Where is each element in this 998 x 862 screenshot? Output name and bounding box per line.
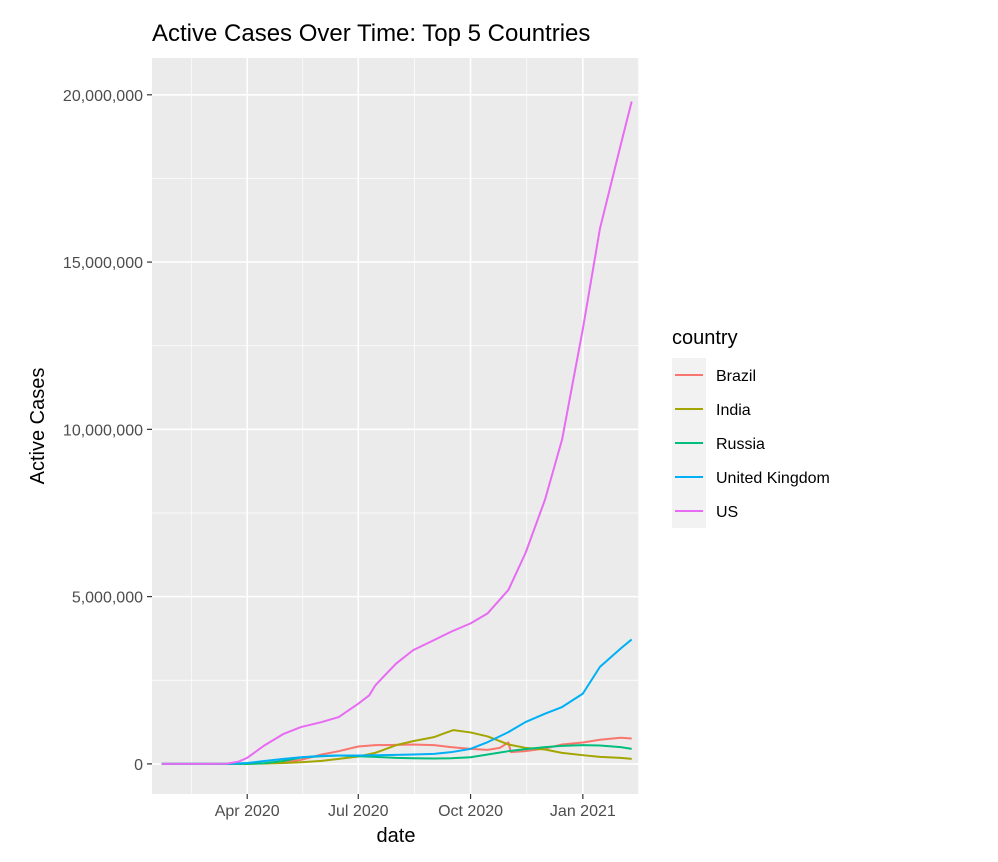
legend: country Brazil India Russia United Kingdom U… [672, 327, 830, 528]
legend-label-us: US [716, 504, 738, 521]
legend-label-india: India [716, 402, 751, 419]
x-axis: Apr 2020 Jul 2020 Oct 2020 Jan 2021 [215, 794, 616, 820]
y-tick-label: 0 [134, 757, 143, 774]
gridlines [152, 58, 639, 794]
series-layer [161, 101, 633, 765]
y-tick-label: 10,000,000 [63, 422, 143, 439]
chart-title: Active Cases Over Time: Top 5 Countries [152, 20, 590, 47]
legend-label-united-kingdom: United Kingdom [716, 470, 830, 487]
series-line-us [161, 101, 633, 765]
series-line-india [161, 729, 632, 765]
x-tick-label: Apr 2020 [215, 803, 280, 820]
y-tick-label: 20,000,000 [63, 88, 143, 105]
y-tick-label: 15,000,000 [63, 255, 143, 272]
x-tick-label: Jul 2020 [328, 803, 389, 820]
x-tick-label: Oct 2020 [438, 803, 503, 820]
y-axis: 0 5,000,000 10,000,000 15,000,000 20,000,000 [63, 88, 152, 774]
y-tick-label: 5,000,000 [72, 590, 143, 607]
plot-panel [152, 58, 639, 794]
x-tick-label: Jan 2021 [550, 803, 616, 820]
legend-label-russia: Russia [716, 436, 765, 453]
x-axis-title: date [377, 825, 416, 847]
series-line-russia [161, 744, 632, 765]
series-line-united-kingdom [161, 638, 633, 765]
legend-title: country [672, 327, 738, 349]
y-axis-title: Active Cases [27, 368, 49, 485]
legend-label-brazil: Brazil [716, 368, 756, 385]
